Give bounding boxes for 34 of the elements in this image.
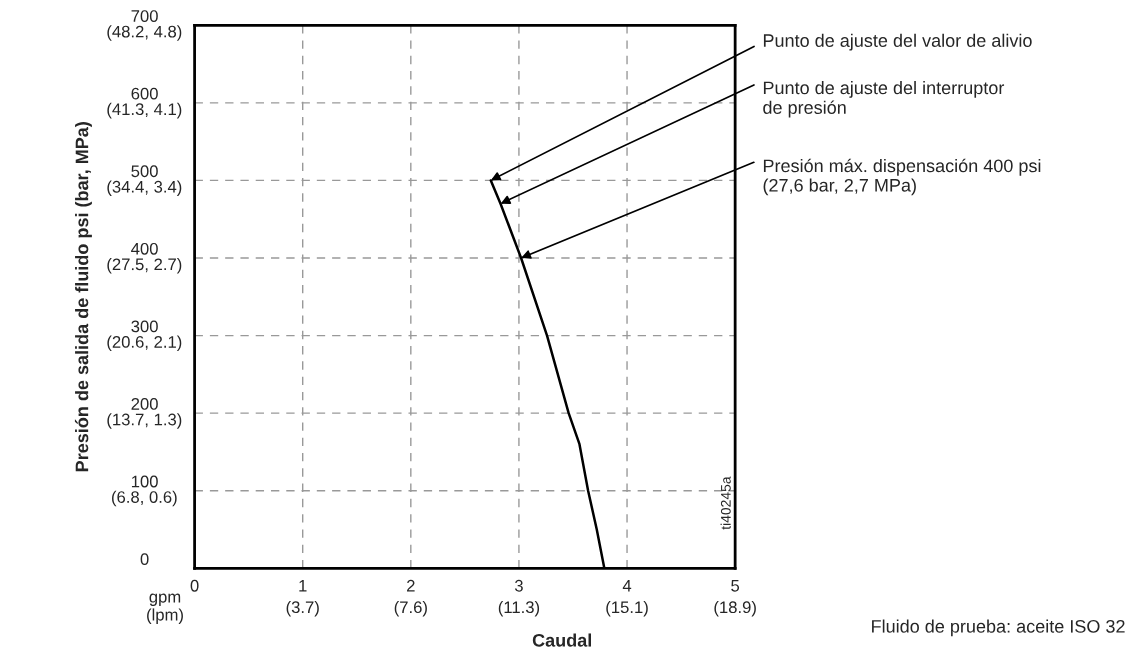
y-tick-label: 200 <box>131 398 158 410</box>
x-tick-label: 5 <box>731 580 740 592</box>
annotation: Punto de ajuste del valor de alivio <box>763 33 1032 51</box>
text: (20.6, 2.1) <box>107 335 182 352</box>
text: Fluido de prueba: aceite ISO 32 <box>872 619 1125 637</box>
text: (3.7) <box>286 600 319 617</box>
text: (27.5, 2.7) <box>107 258 182 274</box>
text: gpm (lpm) <box>147 593 183 624</box>
x-tick-label: 0 <box>190 579 199 592</box>
text: (6.8, 0.6) <box>112 490 177 507</box>
y-axis-title: Presión de salida de fluido psi (bar, MPa) <box>74 122 92 472</box>
x-axis-title: Caudal <box>532 633 591 647</box>
x-tick-label: 3 <box>514 579 523 592</box>
text: (18.9) <box>714 600 756 617</box>
annotation: ti40245a <box>720 476 731 530</box>
y-tick-label: 0 <box>140 553 149 565</box>
x-tick-label: 2 <box>407 579 415 592</box>
x-tick-label: 1 <box>299 580 307 592</box>
text: (11.3) <box>498 600 540 617</box>
text: (15.1) <box>606 600 648 617</box>
y-tick-label: 100 <box>131 475 158 488</box>
text: (34.4, 3.4) <box>107 180 182 196</box>
text: (7.6) <box>394 600 427 617</box>
y-tick-label: 700 <box>131 10 158 22</box>
annotation: Punto de ajuste del interruptor de presión <box>763 81 1005 118</box>
x-tick-label: 4 <box>622 580 632 592</box>
text: (41.3, 4.1) <box>107 102 182 119</box>
y-tick-label: 600 <box>131 87 158 100</box>
y-tick-label: 400 <box>131 242 158 255</box>
y-tick-label: 500 <box>131 165 158 178</box>
y-tick-label: 300 <box>131 320 158 333</box>
annotation: Presión máx. dispensación 400 psi (27,6 bar, 2,7 MPa) <box>763 158 1041 196</box>
text: (13.7, 1.3) <box>107 413 182 429</box>
text: (48.2, 4.8) <box>107 25 182 41</box>
